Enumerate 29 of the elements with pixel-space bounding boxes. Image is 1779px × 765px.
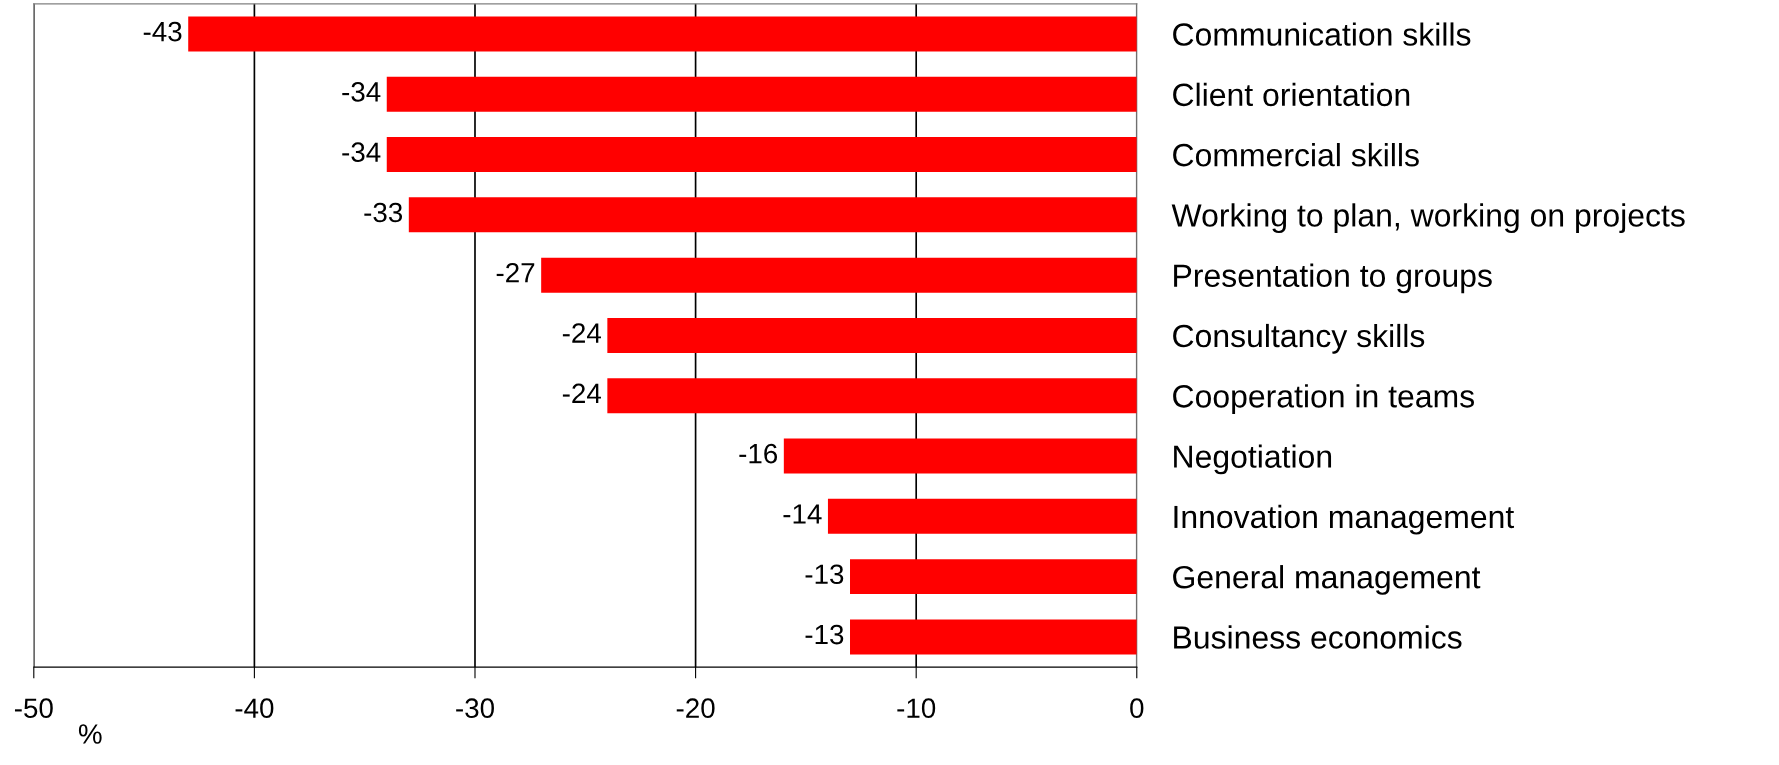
data-label: -33 [364, 202, 403, 223]
y-tick-label: Cooperation in teams [1173, 384, 1474, 414]
y-tick-label: Presentation to groups [1174, 263, 1492, 294]
y-tick-label: Communication skills [1173, 22, 1471, 46]
x-tick-label: -40 [235, 698, 274, 719]
data-label: -14 [783, 504, 822, 524]
data-label: -43 [143, 21, 182, 42]
data-label: -16 [739, 443, 778, 464]
data-label: -13 [805, 624, 844, 645]
data-label: -24 [562, 383, 601, 403]
x-axis-title: % [78, 724, 102, 744]
y-tick-label: Client orientation [1173, 82, 1410, 107]
x-tick-label: -30 [456, 698, 494, 719]
data-label: -34 [342, 82, 381, 102]
y-tick-label: Consultancy skills [1173, 323, 1425, 354]
x-tick-label: -50 [14, 698, 53, 719]
x-tick-label: -20 [676, 698, 715, 719]
y-tick-label: General management [1173, 565, 1481, 595]
y-tick-label: Negotiation [1174, 444, 1332, 475]
data-label: -27 [496, 262, 535, 283]
data-label: -13 [805, 564, 844, 585]
y-tick-label: Commercial skills [1173, 142, 1419, 167]
y-tick-label: Innovation management [1174, 504, 1515, 535]
y-tick-label: Business economics [1174, 625, 1462, 649]
x-tick-label: 0 [1130, 698, 1144, 719]
data-label: -34 [342, 142, 381, 163]
x-tick-label: -10 [897, 698, 936, 719]
y-tick-label: Working to plan, working on projects [1171, 203, 1685, 234]
data-label: -24 [562, 323, 601, 343]
